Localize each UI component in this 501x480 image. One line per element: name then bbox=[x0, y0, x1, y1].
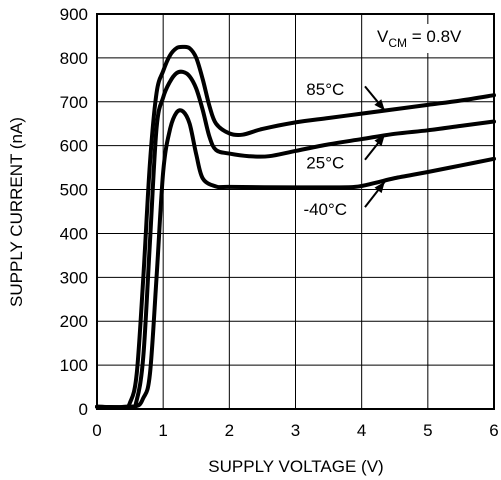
grid bbox=[96, 13, 495, 410]
vcm-value: = 0.8V bbox=[407, 27, 462, 46]
vcm-main: V bbox=[377, 27, 389, 46]
label-layer: 85°C 25°C -40°C bbox=[303, 80, 347, 219]
callout-arrowhead-2 bbox=[374, 181, 385, 194]
x-tick-label: 6 bbox=[489, 421, 498, 440]
y-tick-label: 400 bbox=[60, 224, 88, 243]
y-tick-label: 900 bbox=[60, 5, 88, 24]
callout-layer bbox=[364, 85, 386, 208]
y-tick-labels: 0 100 200 300 400 500 600 700 800 900 bbox=[60, 5, 88, 419]
x-tick-label: 2 bbox=[225, 421, 234, 440]
y-tick-label: 100 bbox=[60, 356, 88, 375]
y-tick-label: 300 bbox=[60, 268, 88, 287]
y-tick-label: 600 bbox=[60, 137, 88, 156]
plot-frame bbox=[96, 13, 495, 410]
vcm-annotation-bg bbox=[372, 24, 468, 53]
y-tick-label: 200 bbox=[60, 312, 88, 331]
callout-arrowhead-1 bbox=[374, 134, 385, 147]
vcm-subscript: CM bbox=[388, 36, 407, 50]
x-tick-label: 0 bbox=[92, 421, 101, 440]
x-axis-title: SUPPLY VOLTAGE (V) bbox=[208, 457, 383, 476]
vcm-annotation: VCM = 0.8V bbox=[377, 27, 462, 50]
x-tick-label: 5 bbox=[423, 421, 432, 440]
y-tick-label: 800 bbox=[60, 49, 88, 68]
y-tick-label: 0 bbox=[79, 400, 88, 419]
y-axis-title: SUPPLY CURRENT (nA) bbox=[7, 117, 26, 307]
x-tick-label: 4 bbox=[357, 421, 366, 440]
series-line-1 bbox=[95, 69, 496, 410]
x-tick-label: 1 bbox=[158, 421, 167, 440]
y-tick-label: 700 bbox=[60, 93, 88, 112]
y-tick-label: 500 bbox=[60, 181, 88, 200]
x-tick-label: 3 bbox=[291, 421, 300, 440]
series-label-0: 85°C bbox=[306, 80, 344, 99]
series-line-0 bbox=[95, 44, 496, 410]
series-layer bbox=[95, 44, 496, 410]
callout-arrowhead-0 bbox=[374, 99, 385, 111]
series-label-1: 25°C bbox=[306, 153, 344, 172]
series-label-2: -40°C bbox=[303, 200, 347, 219]
x-tick-labels: 0 1 2 3 4 5 6 bbox=[92, 421, 498, 440]
series-line-2 bbox=[95, 108, 496, 410]
